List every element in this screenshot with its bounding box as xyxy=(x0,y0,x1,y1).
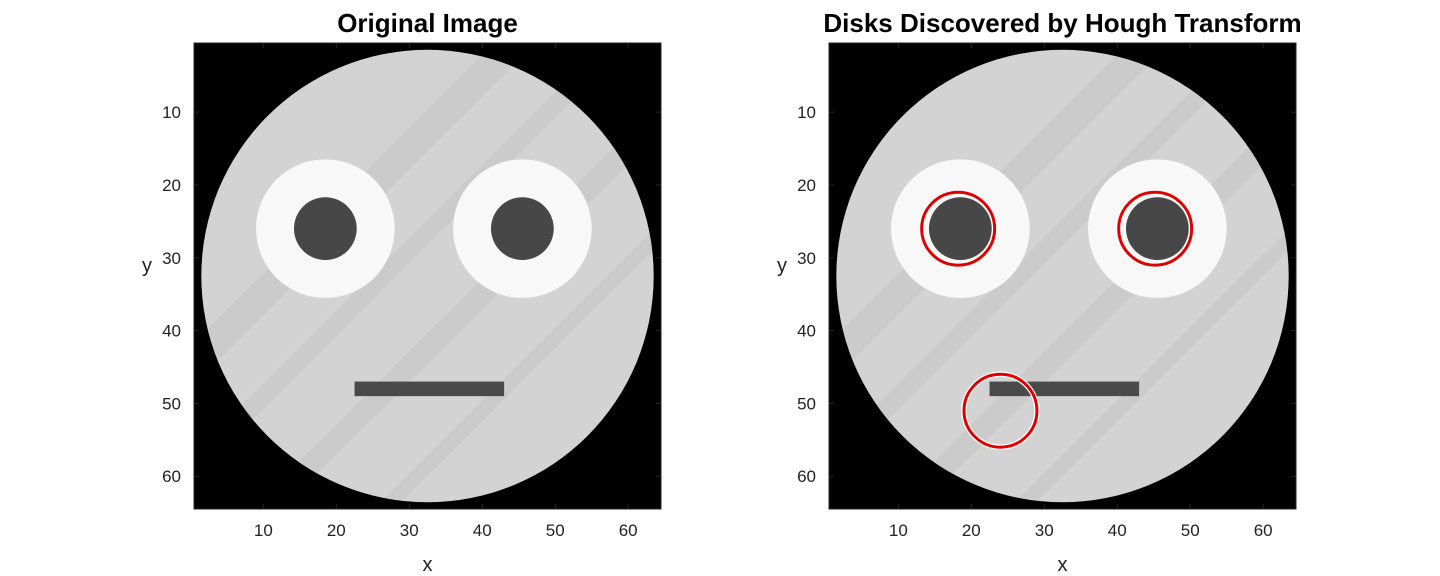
eye-pupil xyxy=(1125,197,1189,261)
x-tick-label: 40 xyxy=(1108,521,1127,540)
mouth-bar xyxy=(989,381,1140,397)
y-tick-label: 60 xyxy=(797,467,816,486)
x-tick-label: 40 xyxy=(473,521,492,540)
y-axis-label: y xyxy=(777,255,787,277)
x-tick-label: 60 xyxy=(1254,521,1273,540)
x-tick-label: 30 xyxy=(400,521,419,540)
y-tick-label: 40 xyxy=(797,322,816,341)
eye-pupil xyxy=(490,197,554,261)
panel-title: Disks Discovered by Hough Transform xyxy=(823,8,1301,38)
x-tick-label: 20 xyxy=(327,521,346,540)
y-tick-label: 10 xyxy=(797,103,816,122)
image-area xyxy=(194,43,661,509)
x-tick-label: 50 xyxy=(546,521,565,540)
axis-ticks: 10 20 30 40 50 60 10 20 30 40 50 60 xyxy=(162,43,661,540)
y-tick-label: 30 xyxy=(797,249,816,268)
x-axis-label: x xyxy=(423,554,433,576)
face-stripe xyxy=(320,49,654,503)
y-tick-label: 40 xyxy=(162,322,181,341)
axes-box xyxy=(193,42,662,510)
y-axis-label: y xyxy=(142,255,152,277)
axis-ticks: 10 20 30 40 50 60 10 20 30 40 50 60 xyxy=(797,43,1296,540)
mouth-bar xyxy=(354,381,505,397)
x-tick-label: 10 xyxy=(889,521,908,540)
face-stripe xyxy=(955,49,1289,503)
y-tick-label: 50 xyxy=(162,394,181,413)
x-tick-label: 20 xyxy=(962,521,981,540)
y-tick-label: 60 xyxy=(162,467,181,486)
y-tick-label: 30 xyxy=(162,249,181,268)
y-tick-label: 50 xyxy=(797,394,816,413)
detected-circle xyxy=(920,190,997,267)
y-tick-label: 20 xyxy=(162,176,181,195)
panel-title: Original Image xyxy=(337,8,518,38)
axes-box xyxy=(828,42,1297,510)
detected-circle xyxy=(962,372,1039,449)
x-tick-label: 30 xyxy=(1035,521,1054,540)
eye-pupil xyxy=(928,197,992,261)
y-tick-label: 10 xyxy=(162,103,181,122)
x-tick-label: 60 xyxy=(619,521,638,540)
eye-pupil xyxy=(293,197,357,261)
y-tick-label: 20 xyxy=(797,176,816,195)
original-image-panel: Original Image 10 20 30 40 50 60102030405060 … xyxy=(142,8,662,576)
detected-circle xyxy=(1117,190,1194,267)
x-tick-label: 10 xyxy=(254,521,273,540)
x-axis-label: x xyxy=(1058,554,1068,576)
hough-disks-panel: Disks Discovered by Hough Transform 10 20… xyxy=(777,8,1302,576)
x-tick-label: 50 xyxy=(1181,521,1200,540)
image-area xyxy=(829,43,1296,509)
